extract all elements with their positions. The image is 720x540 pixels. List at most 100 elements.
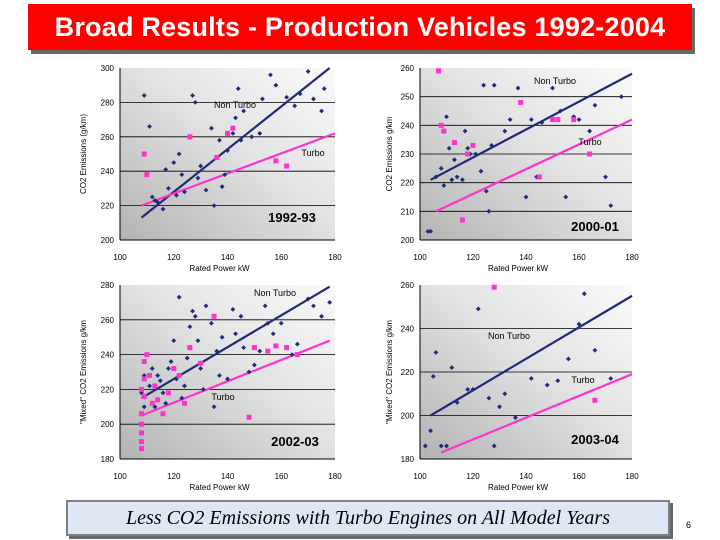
non-turbo-point [217, 373, 222, 378]
non-turbo-point [176, 294, 182, 300]
turbo-point [592, 397, 598, 403]
chart-year-label: 2003-04 [571, 432, 619, 447]
non-turbo-point [233, 331, 238, 337]
non-turbo-point [233, 115, 238, 121]
slide-title: Broad Results - Production Vehicles 1992… [54, 12, 666, 42]
non-turbo-point [203, 187, 209, 193]
footer-banner: Less CO2 Emissions with Turbo Engines on… [66, 500, 670, 536]
x-tick-label: 160 [572, 253, 586, 262]
y-tick-label: 220 [101, 202, 115, 211]
turbo-point [284, 345, 290, 351]
non-turbo-point [444, 443, 449, 449]
turbo-point [152, 383, 158, 389]
non-turbo-point [428, 428, 433, 434]
non-turbo-point [539, 120, 545, 125]
y-tick-label: 220 [401, 179, 415, 188]
non-turbo-point [513, 415, 518, 421]
non-turbo-point [268, 72, 273, 78]
non-turbo-point [249, 134, 255, 140]
x-tick-label: 180 [328, 472, 342, 481]
y-tick-label: 200 [401, 236, 415, 245]
non-turbo-point [284, 94, 290, 100]
non-turbo-point [211, 203, 217, 208]
non-turbo-point [265, 320, 271, 326]
non-turbo-point [491, 443, 497, 449]
non-turbo-point [452, 157, 457, 163]
x-axis-title: Rated Power kW [488, 483, 548, 492]
non-turbo-point [262, 303, 268, 309]
x-tick-label: 180 [625, 253, 639, 262]
x-tick-label: 100 [113, 472, 127, 481]
non-turbo-point [278, 320, 284, 326]
non-turbo-point [270, 331, 276, 337]
x-tick-label: 180 [625, 472, 639, 481]
non-turbo-point [515, 85, 521, 91]
turbo-point [165, 390, 171, 396]
y-tick-label: 260 [401, 281, 415, 290]
x-tick-label: 160 [275, 472, 289, 481]
turbo-point [230, 125, 236, 131]
non-turbo-point [608, 376, 614, 381]
non-turbo-point [190, 308, 195, 314]
non-turbo-point [257, 130, 263, 136]
turbo-point [141, 376, 147, 382]
non-turbo-point [171, 338, 177, 344]
turbo-point [141, 393, 147, 399]
turbo-point [139, 421, 144, 427]
non-turbo-point [225, 148, 230, 153]
non-turbo-point [327, 300, 333, 305]
non-turbo-point [187, 324, 193, 330]
page-number: 6 [686, 520, 692, 530]
x-axis-title: Rated Power kW [488, 264, 548, 273]
turbo-point [187, 345, 193, 351]
non-turbo-point [141, 93, 147, 98]
footer-text: Less CO2 Emissions with Turbo Engines on… [126, 507, 610, 529]
turbo-point [459, 217, 465, 223]
non-turbo-point [273, 82, 279, 88]
non-turbo-point [319, 108, 324, 114]
y-tick-label: 260 [101, 316, 115, 325]
x-tick-label: 160 [572, 472, 586, 481]
non-turbo-point [430, 373, 436, 379]
non-turbo-point [203, 303, 209, 309]
x-tick-label: 140 [519, 253, 533, 262]
non-turbo-point [619, 94, 624, 100]
x-tick-label: 140 [221, 472, 235, 481]
series-annotation: Turbo [301, 148, 324, 158]
turbo-point [182, 400, 187, 406]
non-turbo-point [486, 208, 492, 214]
non-turbo-point [425, 229, 431, 234]
non-turbo-point [462, 128, 468, 134]
non-turbo-point [483, 188, 489, 194]
series-annotation: Non Turbo [534, 76, 576, 86]
non-turbo-point [141, 404, 147, 410]
non-turbo-point [478, 168, 484, 174]
turbo-point [139, 430, 144, 436]
y-tick-label: 200 [101, 420, 115, 429]
turbo-point [141, 151, 147, 157]
non-turbo-point [238, 313, 244, 319]
non-turbo-point [587, 128, 592, 134]
non-turbo-point [174, 192, 179, 198]
non-turbo-point [149, 194, 155, 200]
turbo-point [141, 359, 147, 365]
non-turbo-point [157, 378, 163, 384]
non-turbo-point [449, 177, 455, 183]
y-tick-label: 240 [401, 121, 415, 130]
turbo-point [246, 414, 252, 420]
non-turbo-point [192, 100, 198, 105]
turbo-point [273, 158, 279, 164]
non-turbo-point [502, 128, 508, 134]
turbo-point [571, 117, 577, 123]
x-tick-label: 140 [221, 253, 235, 262]
series-annotation: Turbo [571, 375, 594, 385]
non-turbo-point [238, 137, 244, 143]
y-axis-title: "Mixed" CO2 Emissions g/km [79, 320, 88, 424]
turbo-point [176, 372, 182, 378]
non-turbo-point [195, 338, 201, 344]
non-turbo-point [502, 391, 508, 397]
non-turbo-point [550, 85, 555, 91]
non-turbo-point [217, 137, 222, 143]
y-tick-label: 230 [401, 150, 415, 159]
x-tick-label: 160 [275, 253, 289, 262]
